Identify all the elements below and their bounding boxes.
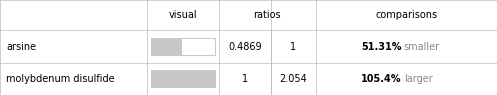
- Text: 0.4869: 0.4869: [228, 42, 261, 52]
- Text: arsine: arsine: [6, 42, 36, 52]
- Text: ratios: ratios: [253, 10, 281, 20]
- Bar: [151, 70, 215, 87]
- Bar: [151, 38, 215, 55]
- Bar: [151, 70, 215, 87]
- Text: larger: larger: [404, 74, 432, 84]
- Text: 1: 1: [242, 74, 248, 84]
- Text: 105.4%: 105.4%: [361, 74, 401, 84]
- Text: 1: 1: [290, 42, 296, 52]
- Text: smaller: smaller: [404, 42, 440, 52]
- Bar: [151, 38, 182, 55]
- Text: 51.31%: 51.31%: [361, 42, 401, 52]
- Text: 2.054: 2.054: [279, 74, 307, 84]
- Text: molybdenum disulfide: molybdenum disulfide: [6, 74, 115, 84]
- Text: comparisons: comparisons: [375, 10, 437, 20]
- Text: visual: visual: [168, 10, 197, 20]
